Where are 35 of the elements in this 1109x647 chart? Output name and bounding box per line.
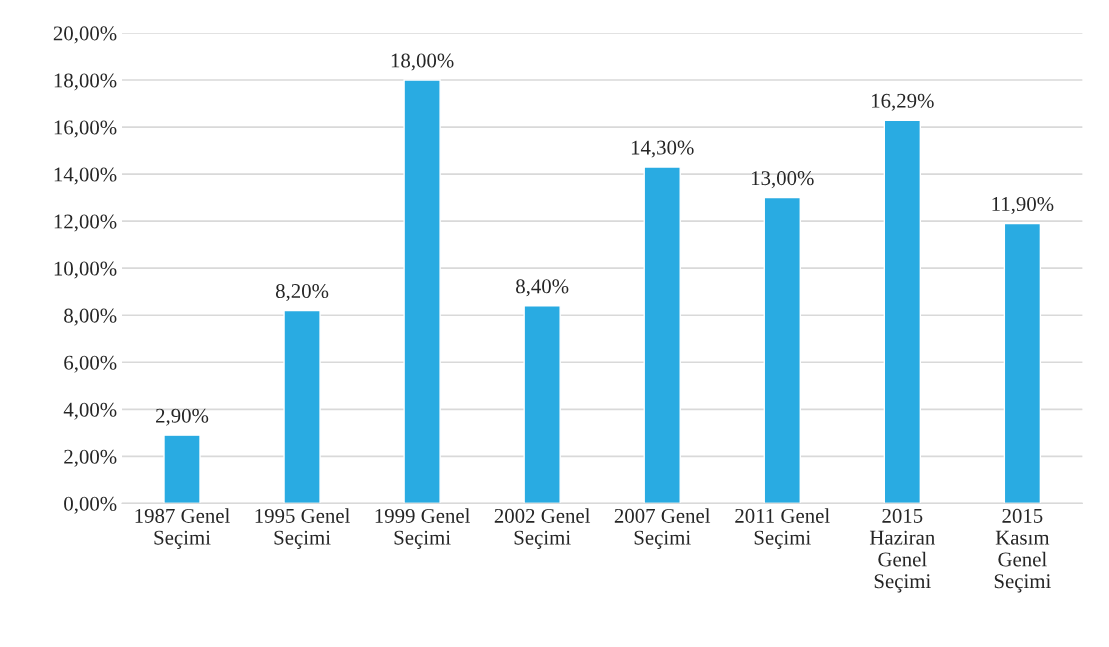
data-label: 14,30% xyxy=(631,140,694,158)
y-tick-label: 14,00% xyxy=(54,167,117,185)
x-tick-label: 1999 Genel Seçimi xyxy=(375,508,470,549)
bar xyxy=(283,309,321,504)
data-label: 16,29% xyxy=(872,93,934,111)
bar xyxy=(763,196,801,504)
bar xyxy=(163,434,201,504)
data-label: 8,40% xyxy=(516,279,569,297)
data-label: 8,20% xyxy=(275,283,329,302)
bar xyxy=(643,166,681,504)
y-tick-label: 6,00% xyxy=(64,355,117,373)
y-tick-label: 4,00% xyxy=(63,402,117,420)
x-tick-label: 1995 Genel Seçimi xyxy=(255,508,350,549)
data-label: 18,00% xyxy=(391,53,454,71)
y-tick-label: 16,00% xyxy=(54,120,117,138)
x-tick-label: 2007 Genel Seçimi xyxy=(614,508,711,549)
data-label: 11,90% xyxy=(992,196,1054,215)
y-tick-label: 8,00% xyxy=(64,308,117,326)
y-tick-label: 20,00% xyxy=(53,26,117,44)
y-tick-label: 12,00% xyxy=(54,214,117,232)
data-label: 2,90% xyxy=(156,408,209,426)
x-tick-label: 2015 Kasım Genel Seçimi xyxy=(994,508,1051,593)
x-tick-label: 2011 Genel Seçimi xyxy=(735,508,830,549)
bar xyxy=(523,305,561,504)
bar xyxy=(403,79,441,504)
x-tick-label: 1987 Genel Seçimi xyxy=(135,508,230,549)
y-tick-label: 0,00% xyxy=(64,496,117,514)
bar xyxy=(1003,222,1042,504)
y-tick-label: 2,00% xyxy=(64,449,117,467)
data-label: 13,00% xyxy=(751,171,814,189)
x-tick-label: 2002 Genel Seçimi xyxy=(494,508,591,549)
y-tick-label: 10,00% xyxy=(54,261,117,279)
bar xyxy=(883,119,922,504)
y-tick-label: 18,00% xyxy=(54,73,117,91)
x-tick-label: 2015 Haziran Genel Seçimi xyxy=(869,508,935,593)
